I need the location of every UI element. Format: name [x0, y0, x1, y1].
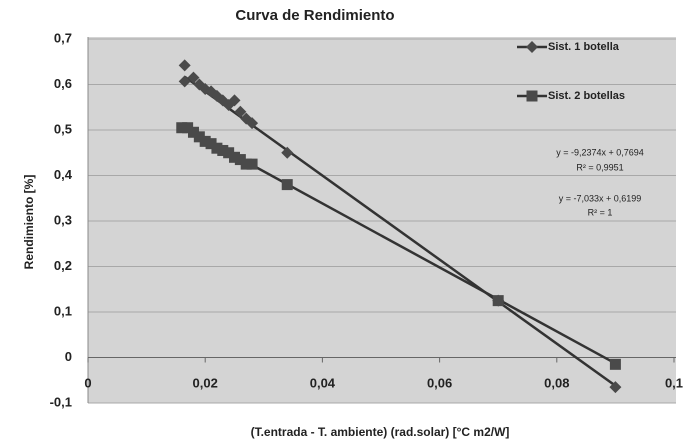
point: [187, 71, 200, 84]
point: [234, 154, 246, 166]
y-tick-label: 0,4: [54, 167, 73, 182]
x-tick-label: 0,1: [665, 375, 683, 390]
trendline-r2: R² = 0,9951: [576, 162, 623, 172]
legend-label: Sist. 1 botella: [548, 41, 620, 53]
chart-title: Curva de Rendimiento: [235, 7, 394, 24]
y-tick-label: 0,6: [54, 76, 72, 91]
y-tick-label: 0,5: [54, 121, 72, 136]
point: [211, 142, 223, 154]
legend-marker: [526, 90, 538, 102]
y-tick-label: 0: [65, 349, 72, 364]
point: [178, 75, 191, 88]
point: [229, 151, 240, 163]
point: [176, 122, 188, 134]
point: [609, 381, 622, 394]
y-tick-label: 0,2: [54, 258, 72, 273]
point: [182, 122, 194, 134]
point: [187, 126, 199, 138]
x-tick-label: 0,04: [310, 375, 336, 390]
point: [199, 135, 211, 147]
x-tick-label: 0: [84, 375, 91, 390]
point: [492, 295, 504, 307]
y-tick-label: 0,3: [54, 212, 72, 227]
trendline-equation: y = -7,033x + 0,6199: [559, 193, 642, 203]
point: [205, 138, 217, 150]
y-tick-label: -0,1: [50, 394, 72, 409]
y-tick-label: 0,1: [54, 303, 72, 318]
x-tick-label: 0,06: [427, 375, 452, 390]
point: [228, 94, 241, 107]
point: [281, 146, 294, 159]
x-tick-label: 0,02: [193, 375, 218, 390]
point: [223, 147, 235, 159]
point: [217, 144, 229, 156]
trendline-equation: y = -9,2374x + 0,7694: [556, 147, 644, 157]
y-axis-label: Rendimiento [%]: [22, 175, 36, 270]
point: [609, 358, 621, 370]
point: [234, 105, 247, 118]
point: [246, 158, 258, 170]
legend-label: Sist. 2 botellas: [548, 90, 625, 102]
legend-marker: [526, 41, 538, 53]
point: [178, 59, 191, 72]
point: [246, 117, 259, 130]
point: [240, 158, 252, 170]
point: [281, 179, 293, 191]
y-tick-label: 0,7: [54, 30, 72, 45]
point: [193, 131, 205, 143]
trendline-r2: R² = 1: [588, 207, 613, 217]
trendline: [183, 75, 617, 387]
x-axis-label: (T.entrada - T. ambiente) (rad.solar) [°…: [251, 425, 510, 439]
marks: [176, 59, 622, 394]
x-tick-label: 0,08: [544, 375, 569, 390]
